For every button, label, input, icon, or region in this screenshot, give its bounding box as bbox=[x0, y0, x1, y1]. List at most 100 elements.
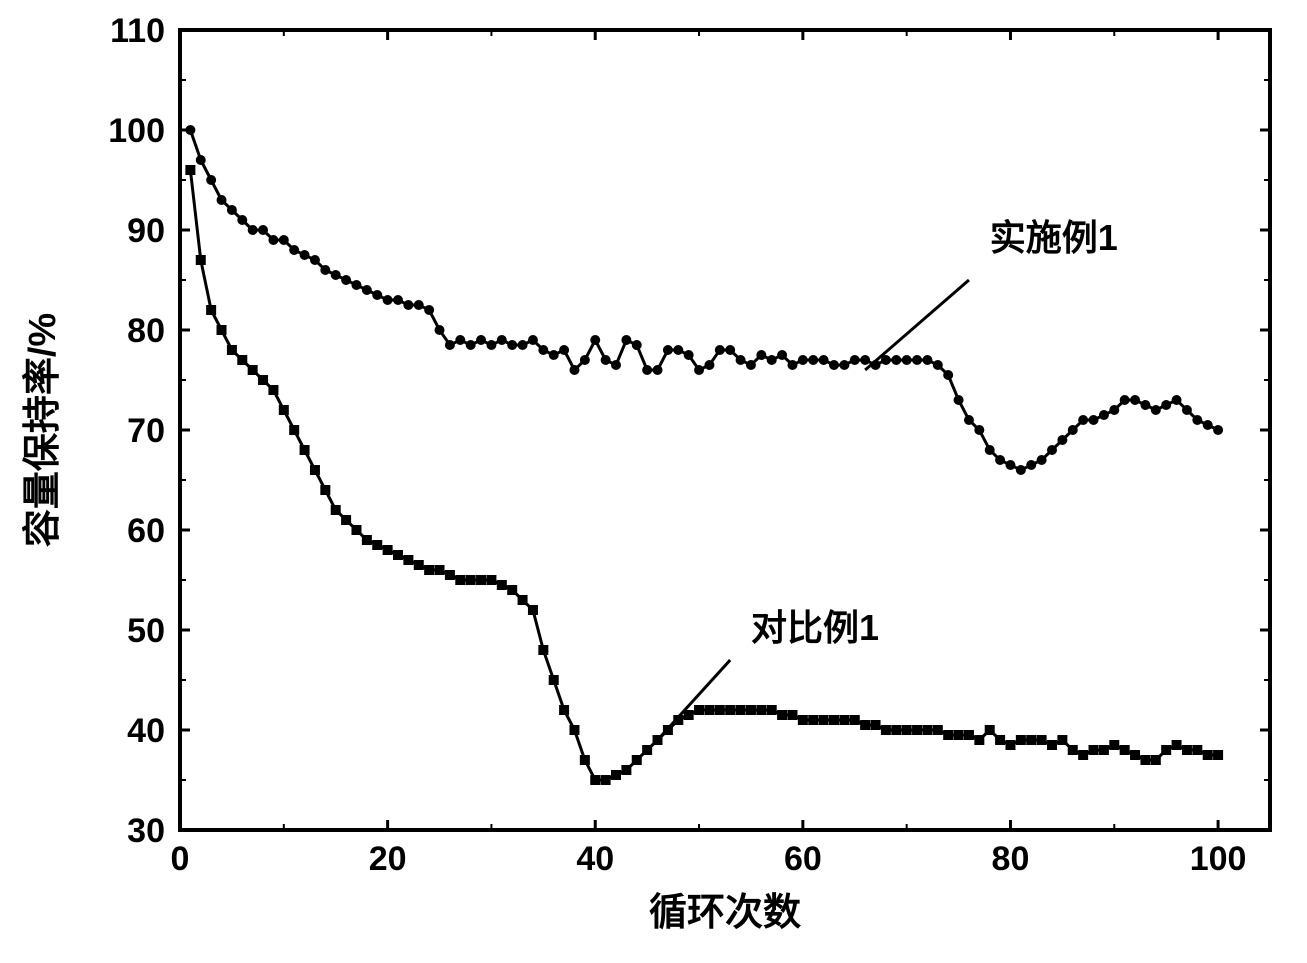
series-marker bbox=[185, 125, 195, 135]
series-marker bbox=[497, 335, 507, 345]
series-marker bbox=[196, 255, 206, 265]
series-marker bbox=[393, 550, 403, 560]
series-marker bbox=[819, 715, 829, 725]
series-marker bbox=[196, 155, 206, 165]
series-marker bbox=[1089, 415, 1099, 425]
series-marker bbox=[912, 355, 922, 365]
series-marker bbox=[694, 705, 704, 715]
series-marker bbox=[933, 725, 943, 735]
series-marker bbox=[580, 755, 590, 765]
series-marker bbox=[881, 725, 891, 735]
series-marker bbox=[819, 355, 829, 365]
series-marker bbox=[621, 335, 631, 345]
series-marker bbox=[1005, 460, 1015, 470]
y-axis-label: 容量保持率/% bbox=[22, 313, 64, 547]
series-marker bbox=[964, 415, 974, 425]
series-marker bbox=[486, 575, 496, 585]
series-marker bbox=[372, 540, 382, 550]
series-marker bbox=[1182, 745, 1192, 755]
series-marker bbox=[1192, 415, 1202, 425]
series-marker bbox=[943, 730, 953, 740]
series-marker bbox=[455, 575, 465, 585]
series-marker bbox=[933, 360, 943, 370]
series-marker bbox=[300, 445, 310, 455]
line-chart: 02040608010030405060708090100110循环次数容量保持… bbox=[0, 0, 1307, 963]
series-marker bbox=[673, 345, 683, 355]
series-marker bbox=[1078, 415, 1088, 425]
series-marker bbox=[611, 770, 621, 780]
series-marker bbox=[362, 285, 372, 295]
series-marker bbox=[268, 385, 278, 395]
series-marker bbox=[808, 715, 818, 725]
series-marker bbox=[912, 725, 922, 735]
series-marker bbox=[435, 565, 445, 575]
y-tick-label: 80 bbox=[127, 312, 165, 350]
y-tick-label: 60 bbox=[127, 512, 165, 550]
series-marker bbox=[1057, 435, 1067, 445]
series-marker bbox=[549, 675, 559, 685]
series-marker bbox=[860, 720, 870, 730]
series-marker bbox=[445, 340, 455, 350]
series-marker bbox=[1037, 735, 1047, 745]
series-marker bbox=[289, 425, 299, 435]
series-marker bbox=[601, 775, 611, 785]
series-marker bbox=[268, 235, 278, 245]
series-marker bbox=[1037, 455, 1047, 465]
series-marker bbox=[237, 215, 247, 225]
series-label-1: 对比例1 bbox=[751, 607, 879, 648]
series-marker bbox=[871, 720, 881, 730]
series-marker bbox=[1047, 740, 1057, 750]
series-marker bbox=[414, 560, 424, 570]
chart-container: 02040608010030405060708090100110循环次数容量保持… bbox=[0, 0, 1307, 963]
series-marker bbox=[995, 735, 1005, 745]
series-marker bbox=[767, 705, 777, 715]
series-marker bbox=[528, 605, 538, 615]
series-marker bbox=[538, 645, 548, 655]
series-marker bbox=[435, 325, 445, 335]
series-marker bbox=[279, 405, 289, 415]
series-marker bbox=[590, 335, 600, 345]
series-marker bbox=[1026, 460, 1036, 470]
series-marker bbox=[310, 255, 320, 265]
series-marker bbox=[1161, 400, 1171, 410]
series-marker bbox=[653, 365, 663, 375]
series-marker bbox=[746, 705, 756, 715]
series-marker bbox=[694, 365, 704, 375]
y-tick-label: 40 bbox=[127, 712, 165, 750]
series-marker bbox=[1089, 745, 1099, 755]
series-marker bbox=[341, 275, 351, 285]
series-marker bbox=[258, 225, 268, 235]
series-marker bbox=[320, 485, 330, 495]
series-marker bbox=[1099, 410, 1109, 420]
series-marker bbox=[954, 395, 964, 405]
series-marker bbox=[767, 355, 777, 365]
series-marker bbox=[217, 325, 227, 335]
series-marker bbox=[839, 715, 849, 725]
series-marker bbox=[1182, 405, 1192, 415]
series-marker bbox=[362, 535, 372, 545]
series-marker bbox=[1047, 445, 1057, 455]
series-marker bbox=[1140, 400, 1150, 410]
series-marker bbox=[715, 705, 725, 715]
series-marker bbox=[725, 345, 735, 355]
x-tick-label: 40 bbox=[576, 840, 614, 878]
y-tick-label: 50 bbox=[127, 612, 165, 650]
series-marker bbox=[850, 355, 860, 365]
series-marker bbox=[476, 575, 486, 585]
series-marker bbox=[1005, 740, 1015, 750]
series-marker bbox=[1213, 750, 1223, 760]
series-marker bbox=[383, 545, 393, 555]
series-marker bbox=[746, 360, 756, 370]
series-marker bbox=[507, 585, 517, 595]
series-marker bbox=[351, 525, 361, 535]
series-marker bbox=[684, 350, 694, 360]
series-marker bbox=[289, 245, 299, 255]
series-marker bbox=[227, 205, 237, 215]
series-marker bbox=[227, 345, 237, 355]
x-tick-label: 100 bbox=[1190, 840, 1247, 878]
series-marker bbox=[351, 280, 361, 290]
series-marker bbox=[1161, 745, 1171, 755]
series-marker bbox=[1109, 740, 1119, 750]
series-marker bbox=[331, 505, 341, 515]
series-marker bbox=[185, 165, 195, 175]
